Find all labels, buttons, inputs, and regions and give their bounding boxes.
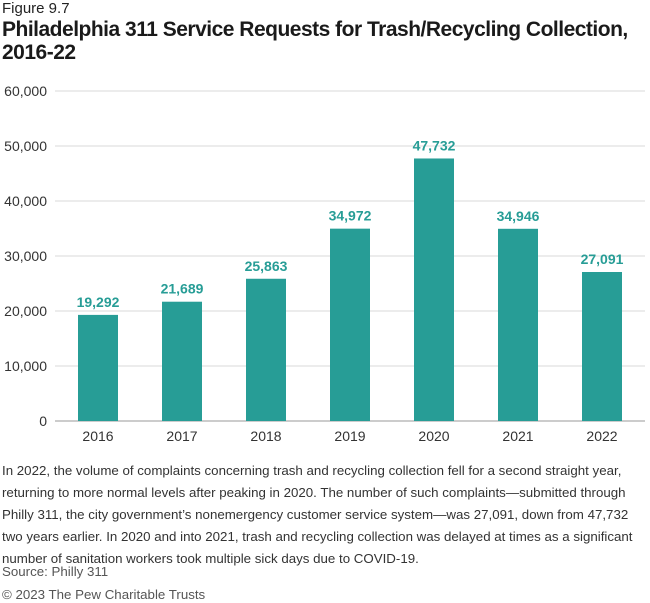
y-tick-label: 10,000 [4, 358, 47, 374]
x-tick-label: 2016 [82, 428, 113, 444]
x-tick-label: 2018 [250, 428, 281, 444]
bar [414, 158, 454, 421]
x-tick-label: 2017 [166, 428, 197, 444]
data-label: 27,091 [581, 251, 624, 267]
data-label: 34,972 [329, 208, 372, 224]
data-label: 47,732 [413, 137, 456, 153]
y-tick-label: 20,000 [4, 303, 47, 319]
figure-label: Figure 9.7 [2, 0, 70, 17]
bar [330, 228, 370, 421]
source: Source: Philly 311 [2, 564, 109, 579]
bar-chart: 0 10,000 20,000 30,000 40,000 50,000 60,000 19,… [4, 83, 645, 444]
data-label: 25,863 [245, 258, 288, 274]
bar [246, 278, 286, 421]
data-label: 21,689 [161, 281, 204, 297]
y-tick-label: 0 [39, 413, 47, 429]
x-tick-label: 2019 [334, 428, 365, 444]
bar [162, 301, 202, 421]
bar [78, 314, 118, 421]
y-tick-label: 50,000 [4, 138, 47, 154]
x-tick-label: 2022 [586, 428, 617, 444]
x-tick-label: 2020 [418, 428, 449, 444]
data-label: 34,946 [497, 208, 540, 224]
bar [582, 271, 622, 421]
copyright: © 2023 The Pew Charitable Trusts [2, 587, 206, 602]
data-label: 19,292 [77, 294, 120, 310]
y-tick-label: 30,000 [4, 248, 47, 264]
bar [498, 228, 538, 421]
y-tick-label: 40,000 [4, 193, 47, 209]
y-tick-label: 60,000 [4, 83, 47, 99]
x-tick-label: 2021 [502, 428, 533, 444]
chart-note: In 2022, the volume of complaints concer… [2, 463, 633, 566]
chart-title: Philadelphia 311 Service Requests for Tr… [2, 18, 628, 64]
